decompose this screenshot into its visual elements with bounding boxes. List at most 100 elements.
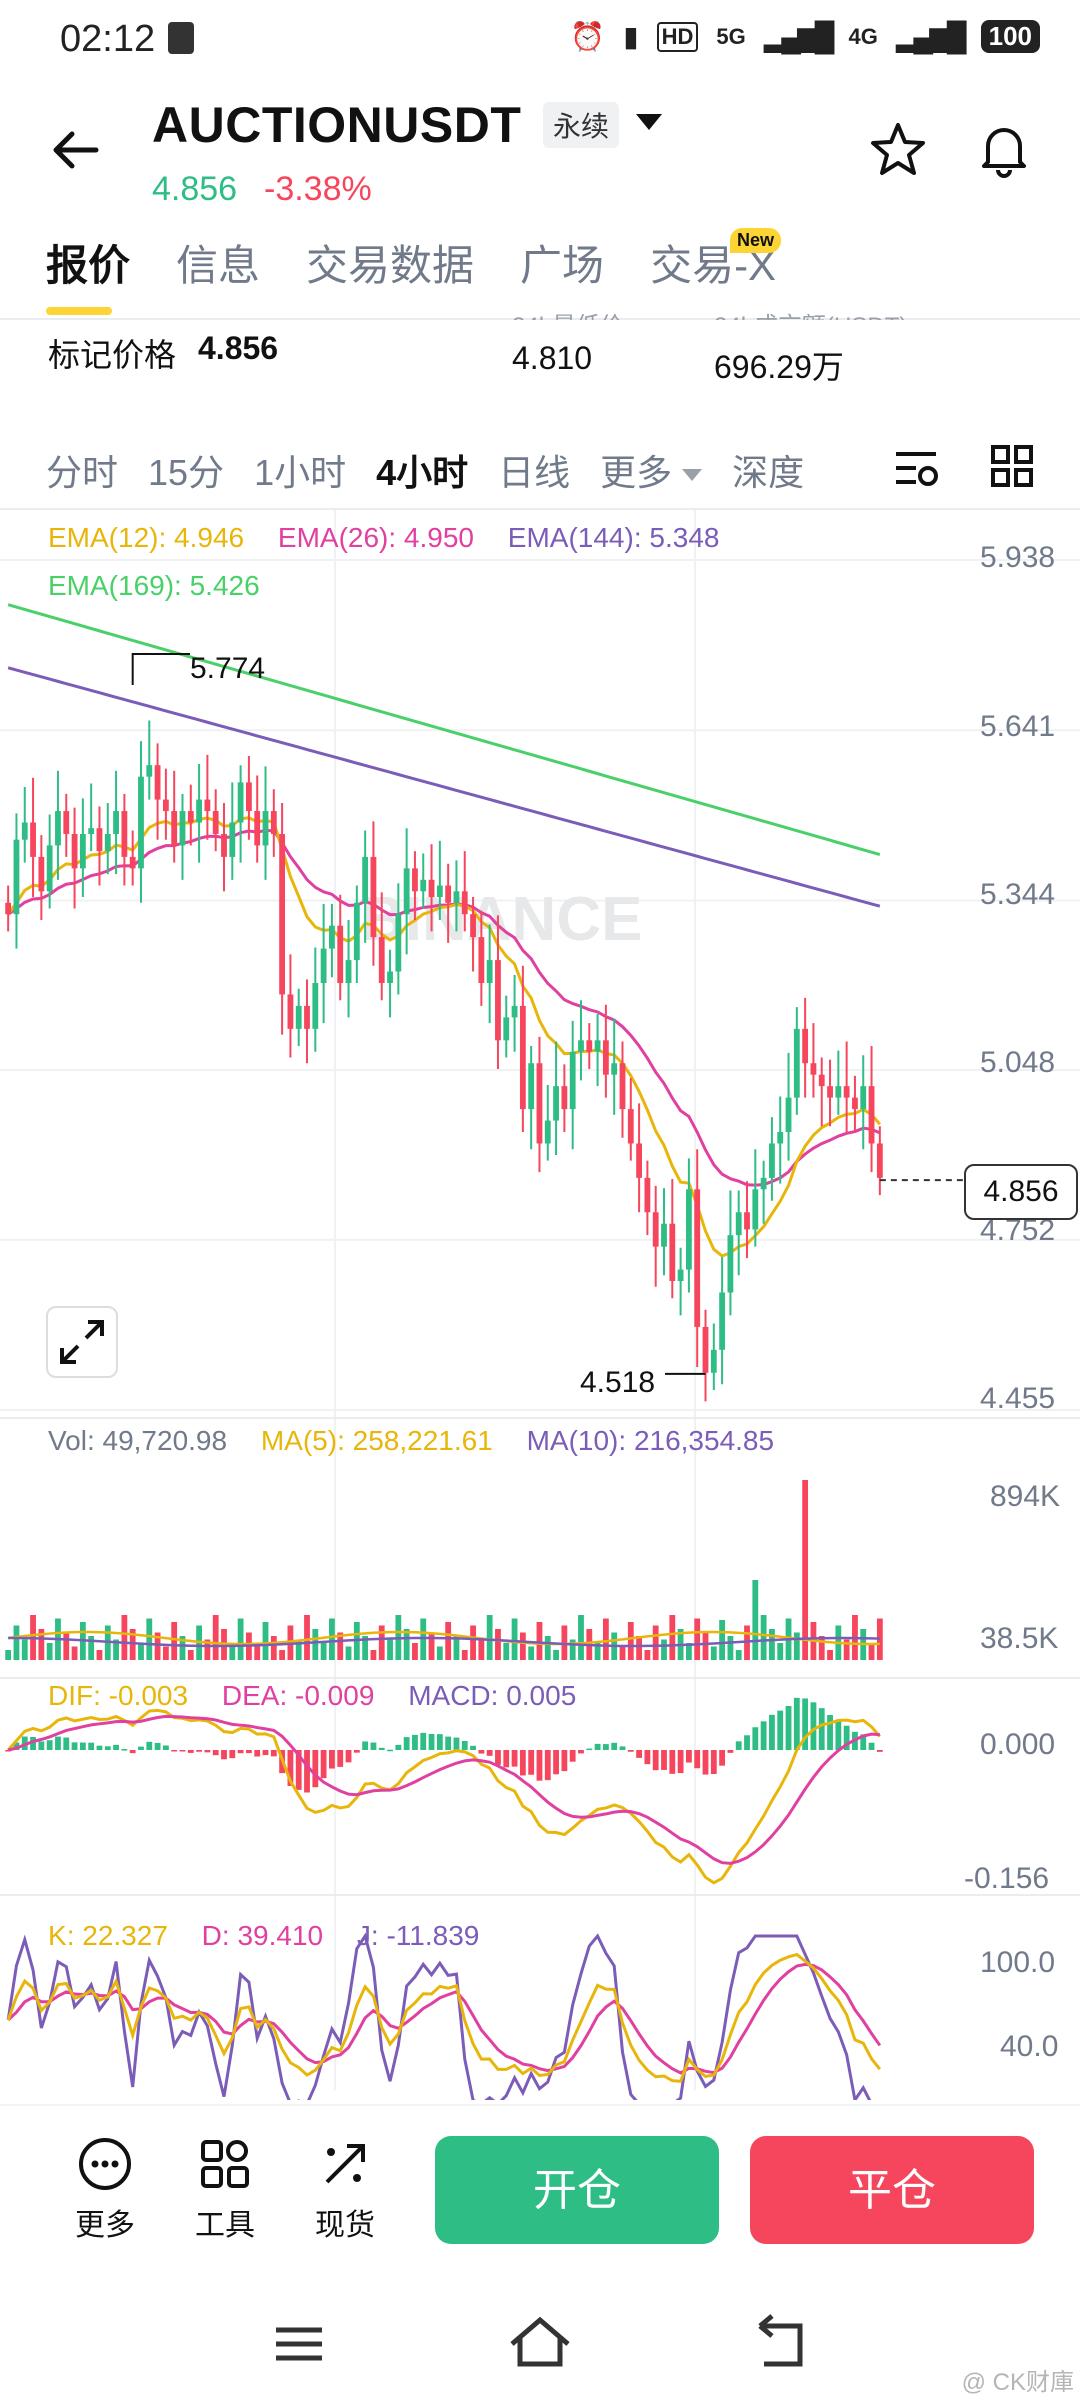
y-tick: 4.455 <box>980 1382 1056 1415</box>
d-legend: D: 39.410 <box>201 1920 324 1951</box>
candle-body <box>221 833 227 857</box>
volume-bar <box>777 1643 784 1660</box>
interval-more[interactable]: 更多 <box>600 444 703 496</box>
ema169-legend: EMA(169): 5.426 <box>48 570 260 601</box>
more-button[interactable]: 更多 <box>50 2136 160 2244</box>
macd-histogram-bar <box>171 1750 178 1752</box>
volume-bar <box>38 1629 45 1660</box>
macd-histogram-bar <box>320 1750 327 1779</box>
macd-histogram-bar <box>744 1735 750 1750</box>
volume-bar <box>619 1646 626 1660</box>
mark-price-label: 标记价格 <box>48 337 177 373</box>
macd-histogram-bar <box>79 1742 86 1750</box>
volume-bar <box>843 1639 850 1660</box>
tools-button[interactable]: 工具 <box>170 2136 280 2244</box>
volume-bar <box>270 1636 277 1660</box>
macd-histogram-bar <box>735 1741 742 1750</box>
volume-bar <box>719 1620 726 1660</box>
candle-body <box>802 1028 809 1064</box>
candle-body <box>876 1143 883 1178</box>
star-icon[interactable] <box>868 120 928 180</box>
macd-histogram-bar <box>686 1750 692 1763</box>
d-polyline <box>7 1962 882 2075</box>
interval-15m[interactable]: 15分 <box>148 452 225 493</box>
candlestick-chart[interactable]: BINANCE <box>0 510 1080 2100</box>
candle-body <box>769 1143 775 1178</box>
macd-histogram-bar <box>5 1750 12 1752</box>
candle-body <box>843 1086 850 1098</box>
dif-legend: DIF: -0.003 <box>48 1680 189 1711</box>
tab-trade-data[interactable]: 交易数据 <box>306 242 475 289</box>
tab-quote[interactable]: 报价 <box>46 232 130 315</box>
volume-bar <box>138 1643 144 1660</box>
contract-type-badge[interactable]: 永续 <box>543 102 620 148</box>
macd-histogram-bar <box>835 1719 842 1750</box>
ema26-polyline <box>7 829 881 1187</box>
macd-histogram-bar <box>378 1747 385 1750</box>
volume-bar <box>46 1643 53 1660</box>
spot-button[interactable]: 现货 <box>290 2136 400 2244</box>
interval-depth[interactable]: 深度 <box>732 452 805 493</box>
volume-bar <box>461 1650 468 1660</box>
volume-bar <box>378 1625 385 1660</box>
candle-body <box>262 811 269 846</box>
candle-body <box>744 1212 750 1230</box>
home-icon[interactable] <box>510 2316 570 2367</box>
macd-histogram-bar <box>353 1750 360 1753</box>
status-icons: ⏰ ▮ HD 5G ▂▄▆█ 4G ▂▄▆█ 100 <box>570 20 1040 53</box>
macd-histogram-bar <box>237 1750 244 1754</box>
tab-info[interactable]: 信息 <box>176 242 261 289</box>
menu-icon[interactable] <box>276 2327 322 2361</box>
macd-histogram-bar <box>760 1721 767 1750</box>
candle-body <box>88 828 95 834</box>
macd-histogram-bar <box>561 1750 568 1772</box>
macd-histogram-bar <box>329 1750 335 1769</box>
candle-body <box>71 833 78 869</box>
interval-timeline[interactable]: 分时 <box>46 452 119 493</box>
macd-histogram-bar <box>827 1715 833 1750</box>
expand-icon[interactable] <box>46 1306 118 1378</box>
symbol-title[interactable]: AUCTIONUSDT <box>152 97 522 153</box>
volume-bar <box>436 1646 443 1660</box>
candle-body <box>129 856 136 869</box>
chevron-down-icon[interactable] <box>636 114 662 130</box>
volume-bar <box>337 1632 344 1660</box>
volume-bar <box>212 1615 219 1660</box>
interval-1h[interactable]: 1小时 <box>254 452 347 493</box>
vol-legend: Vol: 49,720.98 <box>48 1425 228 1456</box>
back-arrow-icon[interactable] <box>44 118 108 182</box>
macd-histogram-bar <box>146 1741 153 1750</box>
tab-square[interactable]: 广场 <box>520 242 605 289</box>
macd-histogram-bar <box>395 1744 402 1750</box>
macd-histogram-bar <box>636 1750 642 1758</box>
interval-4h[interactable]: 4小时 <box>376 452 469 493</box>
candle-body <box>146 765 153 777</box>
macd-histogram-bar <box>179 1750 186 1752</box>
candle-body <box>179 811 186 846</box>
candle-body <box>868 1086 875 1144</box>
candle-body <box>586 1040 593 1052</box>
volume-bar <box>702 1632 709 1660</box>
macd-histogram-bar <box>627 1750 634 1752</box>
bell-icon[interactable] <box>972 118 1036 182</box>
candle-body <box>652 1212 659 1247</box>
candle-body <box>470 914 476 938</box>
back-nav-icon[interactable] <box>758 2314 803 2367</box>
macd-histogram-bar <box>802 1698 809 1750</box>
macd-histogram-bar <box>727 1750 734 1753</box>
interval-more-label: 更多 <box>600 452 673 493</box>
macd-histogram-bar <box>337 1750 344 1767</box>
interval-1d[interactable]: 日线 <box>498 452 571 493</box>
macd-histogram-bar <box>461 1740 468 1750</box>
volume-bar <box>21 1639 28 1660</box>
vol-ma5-polyline <box>8 1630 880 1646</box>
chart-settings-icon[interactable] <box>892 446 940 490</box>
candle-body <box>345 960 352 983</box>
grid-icon[interactable] <box>990 444 1034 488</box>
close-position-button[interactable]: 平仓 <box>750 2136 1034 2244</box>
macd-histogram-bar <box>345 1750 352 1763</box>
candle-body <box>594 1040 601 1052</box>
open-position-button[interactable]: 开仓 <box>435 2136 719 2244</box>
volume-bar <box>320 1643 327 1660</box>
vol-24h-label: 24h成交额(USDT) <box>714 306 907 320</box>
